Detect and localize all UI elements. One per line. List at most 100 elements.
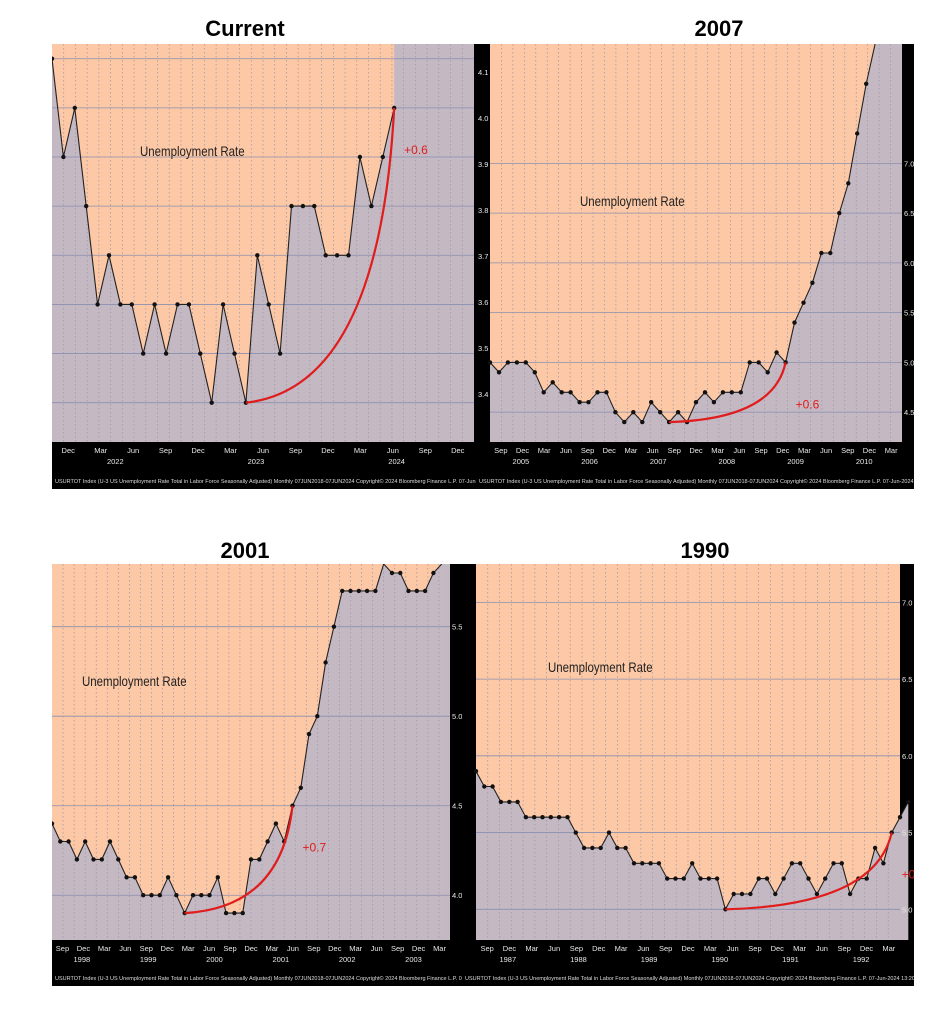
data-point (781, 876, 786, 881)
data-point (698, 876, 703, 881)
x-tick-label: Sep (581, 446, 594, 455)
x-tick-label: Dec (592, 944, 606, 953)
data-point (84, 203, 89, 209)
data-point (581, 845, 587, 851)
x-year-label: 1991 (782, 955, 799, 964)
chart-2007: +0.6 Unemployment Rate 4.5 5.0 5.5 6.0 6.5 7.0 3… (478, 44, 914, 466)
data-point (540, 815, 545, 820)
data-point (356, 588, 361, 594)
data-point (606, 830, 612, 835)
x-year-label: 2002 (339, 955, 356, 964)
data-point (66, 839, 71, 844)
plot-area: +0.6 Unemployment Rate (487, 44, 902, 442)
data-point (346, 253, 351, 258)
data-point (729, 390, 734, 395)
data-point (631, 861, 637, 866)
data-point (118, 302, 123, 307)
x-year-label: 1989 (641, 955, 658, 964)
data-point (675, 410, 681, 415)
x-year-label: 1990 (711, 955, 728, 964)
data-point (61, 154, 66, 160)
data-point (277, 351, 283, 356)
y-tick-label-left: 3.7 (478, 252, 488, 261)
data-point (839, 861, 844, 866)
data-point (837, 210, 842, 216)
data-point (141, 893, 146, 898)
data-point (847, 891, 853, 897)
data-point (586, 400, 591, 405)
data-point (548, 815, 553, 820)
data-point (124, 875, 129, 880)
data-point (198, 351, 203, 356)
x-tick-label: Sep (307, 944, 320, 953)
plot-area: +0.7 Unemployment Rate (473, 564, 914, 940)
x-tick-label: Jun (560, 446, 572, 455)
data-point (58, 839, 63, 844)
data-point (792, 320, 797, 325)
x-year-label: 2007 (650, 457, 667, 466)
x-tick-label: Jun (287, 944, 299, 953)
x-tick-label: Sep (419, 446, 432, 455)
data-point (106, 253, 112, 258)
data-point (152, 302, 157, 307)
data-point (257, 857, 262, 862)
data-point (595, 390, 600, 395)
data-point (129, 302, 134, 307)
annotation-label: Unemployment Rate (580, 193, 685, 209)
data-point (681, 876, 686, 881)
annotation-label: Unemployment Rate (82, 673, 187, 689)
data-point (52, 56, 55, 61)
data-point (828, 250, 833, 256)
data-point (215, 875, 220, 880)
data-point (556, 815, 562, 820)
x-tick-label: Mar (433, 944, 446, 953)
data-point (739, 891, 745, 897)
area-fill (490, 44, 876, 442)
change-label: +0.7 (302, 841, 326, 855)
data-point (373, 588, 378, 594)
y-tick-label: 5.5 (904, 309, 914, 318)
data-point (764, 876, 770, 881)
x-tick-label: Jun (257, 446, 269, 455)
x-year-label: 2023 (248, 457, 265, 466)
data-point (615, 845, 620, 851)
data-point (673, 876, 678, 881)
data-point (323, 253, 328, 258)
chart-title-2007: 2007 (694, 16, 744, 41)
x-year-label: 1988 (570, 955, 587, 964)
y-tick-label-left: 3.6 (478, 298, 488, 307)
data-point (83, 839, 88, 844)
y-tick-label-left: 3.8 (478, 206, 488, 215)
data-point (507, 799, 512, 805)
data-point (165, 875, 171, 880)
x-tick-label: Dec (603, 446, 617, 455)
chart-footer: USURTOT Index (U-3 US Unemployment Rate … (465, 976, 914, 982)
x-tick-label: Sep (841, 446, 854, 455)
x-tick-label: Dec (771, 944, 785, 953)
x-tick-label: Dec (451, 446, 465, 455)
x-tick-label: Dec (863, 446, 877, 455)
x-tick-label: Sep (838, 944, 851, 953)
y-tick-label: 6.0 (902, 752, 912, 761)
data-point (248, 857, 254, 862)
data-point (747, 360, 752, 365)
x-year-label: 2022 (107, 457, 124, 466)
data-point (864, 876, 869, 881)
x-tick-label: Sep (570, 944, 583, 953)
change-arrow (669, 362, 787, 424)
data-point (693, 400, 699, 405)
chart-title-2001: 2001 (220, 538, 270, 563)
data-point (738, 390, 743, 395)
x-tick-label: Jun (816, 944, 828, 953)
data-point (220, 302, 226, 307)
x-tick-label: Jun (371, 944, 383, 953)
x-tick-label: Mar (94, 446, 107, 455)
x-tick-label: Mar (354, 446, 367, 455)
data-point (422, 588, 428, 594)
data-point (819, 250, 824, 256)
data-point (369, 203, 374, 209)
x-tick-label: Dec (860, 944, 874, 953)
x-year-label: 1992 (853, 955, 870, 964)
